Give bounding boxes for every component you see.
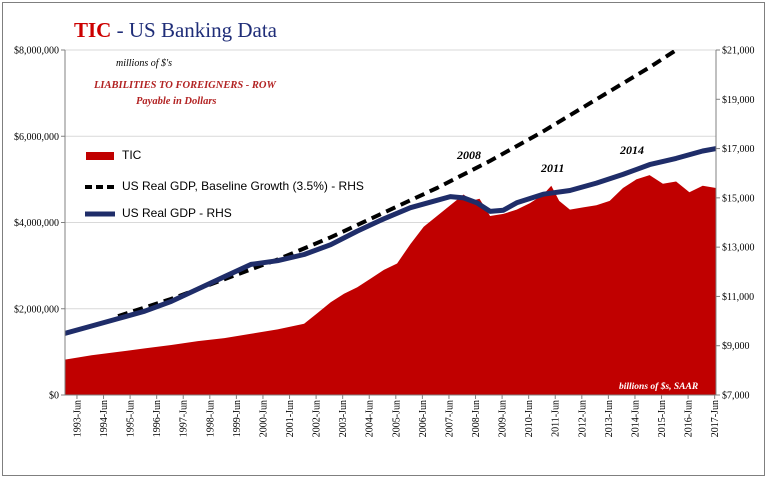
x-tick-label: 2007-Jun (445, 400, 456, 437)
right-tick-label: $15,000 (722, 193, 755, 204)
legend-label-baseline: US Real GDP, Baseline Growth (3.5%) - RH… (122, 179, 364, 193)
x-tick-label: 2014-Jun (631, 400, 642, 437)
x-tick-label: 1995-Jun (126, 400, 137, 437)
x-tick-label: 1994-Jun (99, 400, 110, 437)
x-tick-label: 2002-Jun (312, 400, 323, 437)
left-tick-label: $0 (49, 391, 59, 402)
x-tick-label: 1998-Jun (205, 400, 216, 437)
x-tick-label: 2004-Jun (365, 400, 376, 437)
right-tick-label: $21,000 (722, 46, 755, 57)
chart-title: TIC - US Banking Data (74, 18, 277, 43)
x-tick-label: 2013-Jun (604, 400, 615, 437)
x-tick-label: 2001-Jun (285, 400, 296, 437)
right-tick-label: $9,000 (722, 341, 750, 352)
right-tick-label: $19,000 (722, 95, 755, 106)
legend-swatch-baseline (85, 185, 115, 189)
legend-label-gdp: US Real GDP - RHS (122, 206, 232, 220)
left-tick-label: $8,000,000 (14, 46, 59, 57)
right-tick-label: $17,000 (722, 144, 755, 155)
x-tick-label: 2009-Jun (498, 400, 509, 437)
x-tick-label: 1999-Jun (232, 400, 243, 437)
annotation-2011: 2011 (541, 161, 565, 175)
x-tick-label: 2012-Jun (577, 400, 588, 437)
right-tick-label: $7,000 (722, 391, 750, 402)
x-tick-label: 2005-Jun (391, 400, 402, 437)
title-prefix: TIC (74, 18, 112, 42)
x-tick-label: 2008-Jun (471, 400, 482, 437)
annotation-2014: 2014 (620, 143, 644, 157)
note-liabilities: LIABILITIES TO FOREIGNERS - ROW (94, 80, 276, 91)
x-tick-label: 1997-Jun (179, 400, 190, 437)
legend-label-tic: TIC (122, 148, 142, 162)
x-tick-label: 1993-Jun (73, 400, 84, 437)
left-tick-label: $2,000,000 (14, 304, 59, 315)
left-tick-label: $4,000,000 (14, 218, 59, 229)
legend-swatch-tic (86, 152, 114, 160)
x-tick-label: 2000-Jun (259, 400, 270, 437)
annotation-2008: 2008 (457, 148, 481, 162)
x-tick-label: 2006-Jun (418, 400, 429, 437)
left-tick-label: $6,000,000 (14, 132, 59, 143)
tic-area (65, 175, 716, 395)
x-tick-label: 2015-Jun (657, 400, 668, 437)
right-tick-label: $13,000 (722, 243, 755, 254)
x-tick-label: 2017-Jun (710, 400, 721, 437)
real-gdp-line (65, 146, 716, 336)
note-payable: Payable in Dollars (136, 96, 217, 107)
plot-area (65, 50, 716, 395)
x-tick-label: 2011-Jun (551, 400, 562, 437)
right-units-label: billions of $s, SAAR (619, 382, 699, 392)
x-tick-label: 2003-Jun (338, 400, 349, 437)
title-rest: - US Banking Data (111, 18, 278, 42)
x-tick-label: 2010-Jun (524, 400, 535, 437)
left-units-label: millions of $'s (116, 58, 173, 69)
x-tick-label: 2016-Jun (684, 400, 695, 437)
x-tick-label: 1996-Jun (152, 400, 163, 437)
right-tick-label: $11,000 (722, 292, 754, 303)
legend-swatch-gdp (85, 211, 115, 217)
